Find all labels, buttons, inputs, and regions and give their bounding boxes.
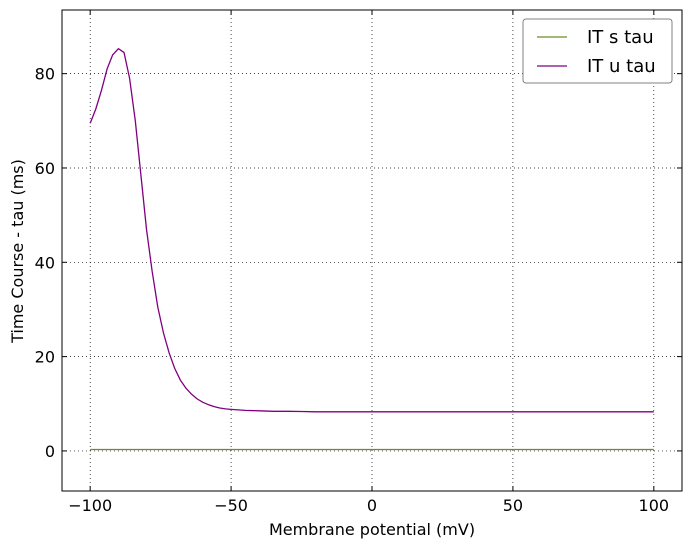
legend: IT s tau IT u tau <box>522 18 673 84</box>
y-tick-label: 20 <box>35 348 55 367</box>
x-tick-label: 0 <box>367 496 377 515</box>
y-tick-label: 60 <box>35 159 55 178</box>
y-tick-label: 80 <box>35 65 55 84</box>
legend-label-1: IT s tau <box>587 27 654 48</box>
y-axis-label: Time Course - tau (ms) <box>8 159 27 344</box>
x-tick-label: −50 <box>214 496 248 515</box>
series-line-2 <box>89 48 654 413</box>
y-tick-label: 40 <box>35 253 55 272</box>
x-tick-label: 50 <box>503 496 523 515</box>
legend-label-2: IT u tau <box>587 56 656 77</box>
x-tick-label: 100 <box>639 496 670 515</box>
y-tick-label: 0 <box>45 442 55 461</box>
legend-box <box>522 18 673 84</box>
series-lines <box>89 48 654 451</box>
axis-ticks: −100 −50 0 50 100 0 20 40 60 80 <box>35 10 682 515</box>
x-axis-label: Membrane potential (mV) <box>269 520 475 539</box>
x-tick-label: −100 <box>68 496 112 515</box>
